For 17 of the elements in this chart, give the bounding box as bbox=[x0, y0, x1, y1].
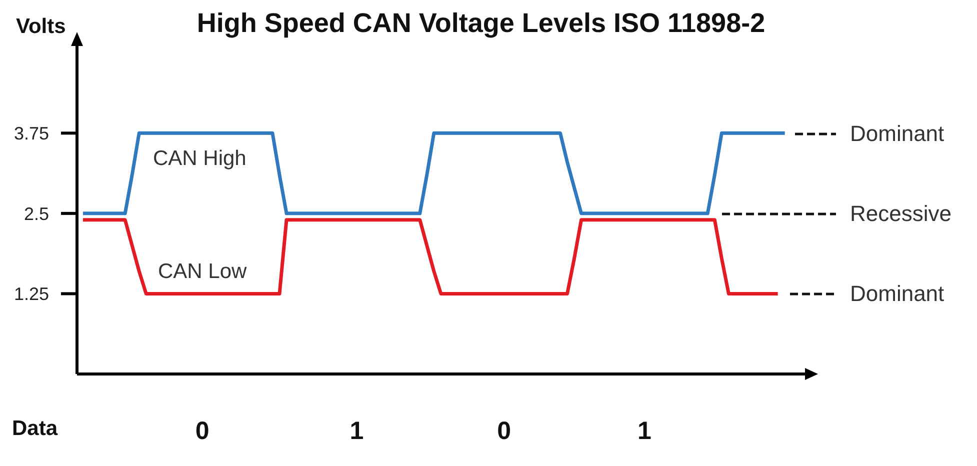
y-tick-label: 1.25 bbox=[14, 284, 49, 304]
line-series bbox=[81, 218, 780, 296]
x-tick-label: 0 bbox=[195, 416, 210, 445]
x-tick-label: 1 bbox=[638, 416, 652, 445]
y-tick-label: 3.75 bbox=[14, 124, 49, 144]
text: Dominant bbox=[850, 281, 944, 306]
text: Recessive bbox=[850, 201, 952, 226]
x-axis-title: Data bbox=[12, 417, 58, 440]
text: Dominant bbox=[850, 121, 944, 146]
x-tick-label: 0 bbox=[497, 416, 512, 445]
series-label: CAN High bbox=[153, 147, 246, 170]
line-series bbox=[81, 131, 787, 216]
y-axis-title: Volts bbox=[16, 15, 66, 38]
x-tick-label: 1 bbox=[350, 416, 364, 445]
y-tick-label: 2.5 bbox=[24, 204, 49, 224]
chart-title: High Speed CAN Voltage Levels ISO 11898-2 bbox=[196, 8, 766, 38]
series-label: CAN Low bbox=[158, 260, 248, 283]
